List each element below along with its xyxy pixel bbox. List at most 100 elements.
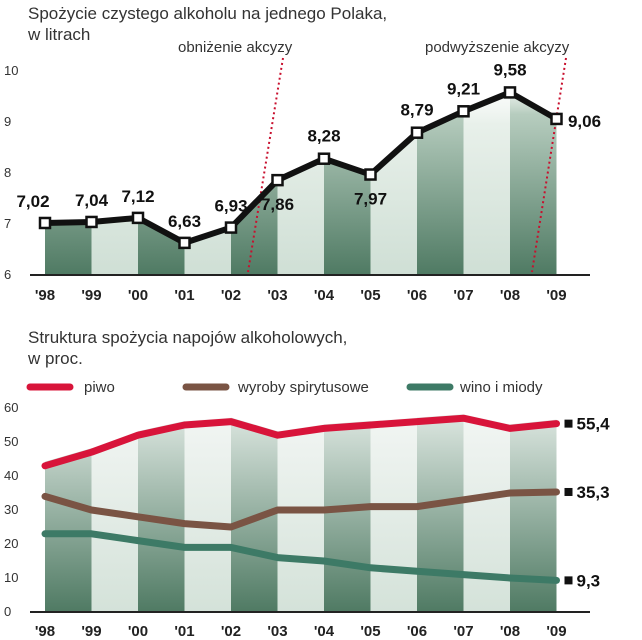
chart1-series-line [44,89,558,246]
annotation-tax-cut-label: obniżenie akcyzy [178,39,293,56]
chart1-value-label: 9,58 [493,60,526,79]
chart1-xtick: '07 [453,287,473,304]
chart1-value-label: 6,93 [214,197,247,216]
chart2-legend: piwo wyroby spirytusowe wino i miody [26,379,543,396]
chart1-point [410,126,424,139]
chart1-points [38,86,563,250]
chart1-value-label: 6,63 [168,212,201,231]
chart2-y-axis: 0 10 20 30 40 50 60 [4,400,18,619]
chart1-ytick: 6 [4,267,11,282]
chart2-xtick: '00 [128,623,148,640]
chart1-point [503,86,517,99]
chart1-band [231,92,278,275]
legend-item-piwo: piwo [26,379,115,396]
chart1-value-label: 7,12 [121,187,154,206]
legend-label-spirytusowe: wyroby spirytusowe [237,379,369,396]
chart2-xtick: '02 [221,623,241,640]
chart1-point [271,173,284,187]
annotation-tax-raise-label: podwyższenie akcyzy [425,39,570,56]
chart2-subtitle: w proc. [27,349,83,368]
chart1-xtick: '06 [407,287,427,304]
chart1-value-label: 9,06 [568,112,601,131]
chart2-band [184,414,232,612]
chart2-line-1 [41,488,560,531]
chart2-area-bands [45,414,557,612]
chart2-ytick: 30 [4,502,18,517]
chart2-band [91,414,139,612]
chart1-ytick: 9 [4,114,11,129]
chart2-xtick: '01 [174,623,194,640]
legend-item-spirytusowe: wyroby spirytusowe [182,379,369,396]
chart2-line-2 [41,530,560,584]
chart2-xtick: '98 [35,623,55,640]
chart1-point [131,211,145,225]
chart2-xtick: '07 [453,623,473,640]
chart1-ytick: 10 [4,63,18,78]
legend-label-piwo: piwo [84,379,115,396]
chart1-band [510,92,557,275]
chart2-xtick: '05 [360,623,380,640]
chart2-end-label: 9,3 [577,571,601,590]
chart2-end-labels: 55,4 35,3 9,3 [564,415,611,590]
chart2-end-marker [564,419,573,428]
chart2-series-lines [41,414,560,584]
chart1-point [85,215,98,229]
chart1-xtick: '08 [500,287,520,304]
chart1-point [457,105,470,118]
annotation-tax-cut-line [247,57,284,273]
chart1-point [550,112,563,126]
annotation-tax-raise: podwyższenie akcyzy [425,39,570,273]
chart2-ytick: 20 [4,536,18,551]
chart1-xtick: '98 [35,287,55,304]
chart1-xtick: '03 [267,287,287,304]
chart1-y-axis: 6 7 8 9 10 [4,63,18,282]
chart1-line [44,89,558,246]
chart1-ytick: 7 [4,216,11,231]
chart2-xtick: '06 [407,623,427,640]
chart2-band [138,414,185,612]
chart2-band [370,414,418,612]
chart2-end-label: 55,4 [577,415,611,434]
chart1-value-label: 8,28 [307,127,340,146]
chart2-x-ticks: '98 '99 '00 '01 '02 '03 '04 '05 '06 '07 '08 '09 [35,623,567,640]
chart1-subtitle: w litrach [27,25,90,44]
chart1-value-label: 7,04 [75,191,109,210]
chart2-ytick: 0 [4,604,11,619]
chart1-xtick: '05 [360,287,380,304]
chart1-value-label: 7,97 [354,190,387,209]
chart1-xtick: '09 [546,287,566,304]
chart1-title: Spożycie czystego alkoholu na jednego Po… [28,4,387,23]
chart2-end-marker [564,487,573,496]
chart2-ytick: 50 [4,434,18,449]
chart1-xtick: '02 [221,287,241,304]
chart2-xtick: '99 [81,623,101,640]
chart1-point [178,236,191,250]
annotation-tax-cut: obniżenie akcyzy [178,39,293,273]
chart1-xtick: '01 [174,287,194,304]
chart2-ytick: 10 [4,570,18,585]
chart1-value-label: 8,79 [400,101,433,120]
chart1-band [45,92,92,275]
chart1-x-ticks: '98 '99 '00 '01 '02 '03 '04 '05 '06 '07 '08 '09 [35,287,567,304]
chart2-xtick: '08 [500,623,520,640]
chart2-band [417,414,464,612]
chart1-band [91,92,139,275]
chart1-point [317,152,331,165]
chart2-xtick: '03 [267,623,287,640]
chart2-ytick: 40 [4,468,18,483]
chart2-band [324,414,371,612]
chart1-band [463,92,511,275]
chart2-xtick: '09 [546,623,566,640]
chart2-xtick: '04 [314,623,335,640]
chart1-point [224,221,238,234]
chart1-value-label: 9,21 [447,79,480,98]
chart2-title: Struktura spożycia napojów alkoholowych, [28,328,347,347]
chart1-value-label: 7,02 [16,192,49,211]
chart1-point [38,216,52,230]
chart1-xtick: '04 [314,287,335,304]
chart1-xtick: '99 [81,287,101,304]
chart2-end-label: 35,3 [577,483,610,502]
chart1-point [364,168,377,181]
annotation-tax-raise-line [531,57,567,273]
